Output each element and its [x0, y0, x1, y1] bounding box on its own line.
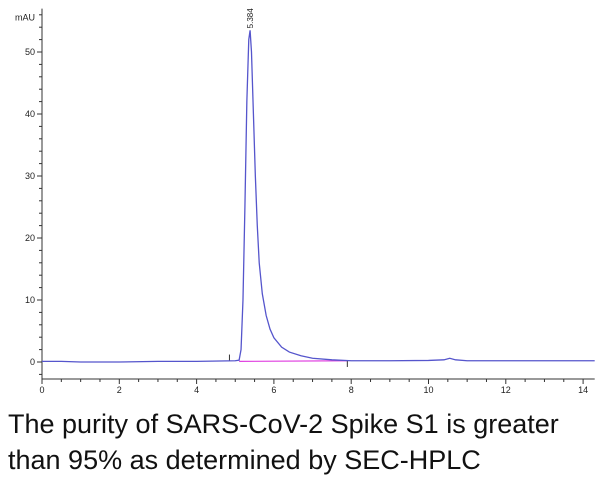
x-tick-label: 14: [578, 385, 588, 395]
peak-label: 5.384: [246, 8, 255, 29]
y-tick-label: 40: [25, 109, 35, 119]
x-tick-label: 4: [194, 385, 199, 395]
integration-baseline: [239, 360, 348, 362]
caption-line-1: The purity of SARS-CoV-2 Spike S1 is gre…: [8, 409, 559, 439]
y-axis-label: mAU: [15, 13, 35, 23]
caption: The purity of SARS-CoV-2 Spike S1 is gre…: [8, 406, 559, 478]
y-tick-label: 20: [25, 233, 35, 243]
x-tick-label: 0: [39, 385, 44, 395]
y-tick-label: 10: [25, 295, 35, 305]
caption-line-2: than 95% as determined by SEC-HPLC: [8, 445, 481, 475]
chromatogram-trace: [42, 30, 595, 363]
y-tick-label: 0: [30, 357, 35, 367]
y-tick-label: 30: [25, 171, 35, 181]
x-tick-label: 2: [117, 385, 122, 395]
y-tick-label: 50: [25, 47, 35, 57]
x-tick-label: 12: [501, 385, 511, 395]
x-tick-label: 10: [423, 385, 433, 395]
x-tick-label: 8: [349, 385, 354, 395]
chromatogram-chart: 0 10 20 30 40 50 mAU 0 2 4 6 8 10 12 14 5.384: [15, 8, 595, 395]
x-tick-label: 6: [271, 385, 276, 395]
